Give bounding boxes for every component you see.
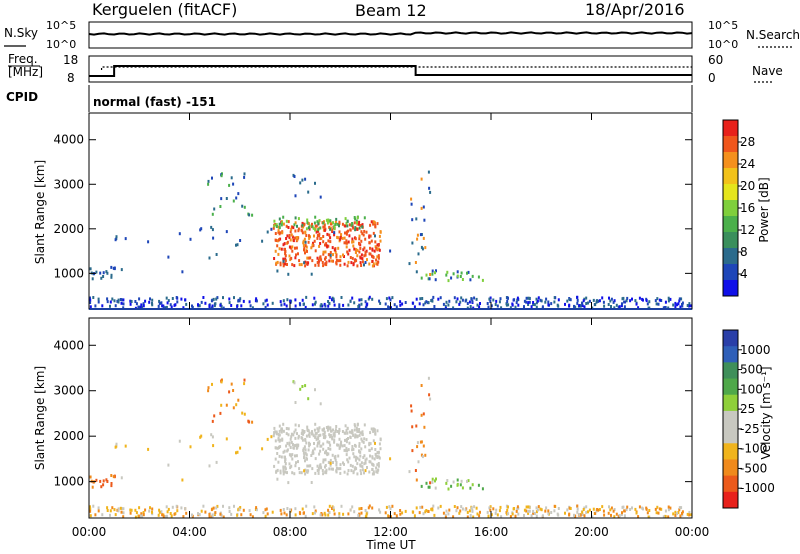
freq-tick-top: 18 — [63, 53, 78, 67]
velocity-colorbar-label: 1000 — [740, 343, 771, 357]
power-colorbar-label: 8 — [740, 245, 748, 259]
velocity-colorbar-segment — [723, 459, 738, 477]
nave-tick-bottom: 0 — [708, 71, 716, 85]
power-ytick-label: 1000 — [53, 266, 84, 280]
velocity-y-axis: 4000 3000 2000 1000 — [53, 338, 692, 489]
velocity-colorbar-segment — [723, 330, 738, 347]
power-colorbar-label: Power [dB] — [757, 177, 771, 242]
velocity-ytick-label: 2000 — [53, 429, 84, 443]
time-axis: 00:00 04:00 08:00 12:00 16:00 20:00 00:00 — [72, 113, 710, 539]
velocity-colorbar: 1000 500 100 25 -25 -100 -500 -1000 Velocity [m… — [722, 329, 775, 509]
nsearch-tick-top: 10^5 — [708, 19, 738, 32]
freq-tick-bottom: 8 — [67, 71, 75, 85]
power-colorbar-segment — [723, 200, 738, 217]
velocity-colorbar-label: 25 — [740, 402, 755, 416]
date-title: 18/Apr/2016 — [585, 0, 685, 19]
x-tick-label: 00:00 — [675, 525, 710, 539]
velocity-colorbar-segment — [723, 378, 738, 396]
velocity-colorbar-label: Velocity [m s⁻¹] — [759, 366, 773, 459]
power-colorbar-label: 28 — [740, 135, 755, 149]
power-colorbar-label: 16 — [740, 201, 755, 215]
beam-title: Beam 12 — [355, 1, 427, 20]
nsearch-label: N.Search — [746, 28, 800, 42]
velocity-colorbar-label: 100 — [740, 382, 763, 396]
power-colorbar: 28 24 20 16 12 8 4 Power [dB] — [722, 119, 771, 297]
velocity-colorbar-segment — [723, 443, 738, 460]
nave-tick-top: 60 — [708, 53, 723, 67]
x-tick-label: 16:00 — [474, 525, 509, 539]
power-colorbar-label: 4 — [740, 267, 748, 281]
velocity-colorbar-segment — [723, 491, 738, 509]
x-tick-label: 04:00 — [172, 525, 207, 539]
power-colorbar-segment — [723, 120, 738, 137]
velocity-colorbar-segment — [723, 362, 738, 380]
velocity-colorbar-segment — [723, 427, 738, 444]
cpid-value: normal (fast) -151 — [93, 95, 216, 109]
power-colorbar-label: 24 — [740, 157, 755, 171]
power-ylabel: Slant Range [km] — [33, 160, 47, 264]
power-colorbar-segment — [723, 184, 738, 201]
nsky-label: N.Sky — [4, 26, 38, 40]
velocity-colorbar-label: -25 — [740, 422, 760, 436]
velocity-ytick-label: 3000 — [53, 384, 84, 398]
freq-panel: Freq. [MHz] 18 8 60 0 Nave — [8, 52, 783, 85]
x-tick-label: 00:00 — [72, 525, 107, 539]
nsky-tick-top: 10^5 — [46, 19, 76, 32]
power-ytick-label: 3000 — [53, 177, 84, 191]
cpid-label: CPID — [6, 90, 38, 104]
freq-label-2: [MHz] — [8, 65, 43, 79]
velocity-heatmap — [89, 376, 692, 519]
velocity-colorbar-label: -500 — [740, 461, 767, 475]
velocity-ytick-label: 1000 — [53, 475, 84, 489]
x-tick-label: 08:00 — [273, 525, 308, 539]
power-colorbar-segment — [723, 136, 738, 153]
freq-label-1: Freq. — [8, 52, 38, 66]
power-colorbar-segment — [723, 248, 738, 265]
power-colorbar-segment — [723, 280, 738, 297]
power-colorbar-segment — [723, 168, 738, 185]
velocity-colorbar-segment — [723, 394, 738, 412]
time-axis-label: Time UT — [365, 538, 416, 552]
nave-trace — [100, 66, 692, 70]
x-tick-label: 12:00 — [373, 525, 408, 539]
velocity-ylabel: Slant Range [km] — [33, 366, 47, 470]
power-ytick-label: 4000 — [53, 133, 84, 147]
power-colorbar-segment — [723, 264, 738, 281]
nave-label: Nave — [752, 64, 783, 78]
power-panel: 4000 3000 2000 1000 Slant Range [km] — [33, 112, 693, 310]
power-colorbar-segment — [723, 232, 738, 249]
power-ytick-label: 2000 — [53, 222, 84, 236]
velocity-colorbar-segment — [723, 475, 738, 493]
freq-trace — [89, 65, 692, 77]
nsearch-tick-bottom: 10^0 — [708, 38, 738, 51]
nsky-tick-bottom: 10^0 — [46, 38, 76, 51]
power-colorbar-label: 20 — [740, 179, 755, 193]
power-colorbar-label: 12 — [740, 223, 755, 237]
power-y-axis: 4000 3000 2000 1000 — [53, 133, 692, 280]
velocity-colorbar-segment — [723, 410, 738, 428]
x-tick-label: 20:00 — [574, 525, 609, 539]
velocity-colorbar-segment — [723, 346, 738, 363]
nsky-trace — [88, 31, 693, 36]
velocity-panel: 4000 3000 2000 1000 00:00 04:00 08:00 12:00 16:… — [33, 113, 709, 552]
power-colorbar-segment — [723, 152, 738, 169]
velocity-ytick-label: 4000 — [53, 338, 84, 352]
velocity-colorbar-label: 500 — [740, 363, 763, 377]
velocity-colorbar-label: -100 — [740, 442, 767, 456]
velocity-colorbar-label: -1000 — [740, 481, 775, 495]
nsky-panel: N.Sky 10^5 10^0 10^5 10^0 N.Search — [4, 19, 800, 51]
station-title: Kerguelen (fitACF) — [92, 0, 237, 19]
power-colorbar-segment — [723, 216, 738, 233]
